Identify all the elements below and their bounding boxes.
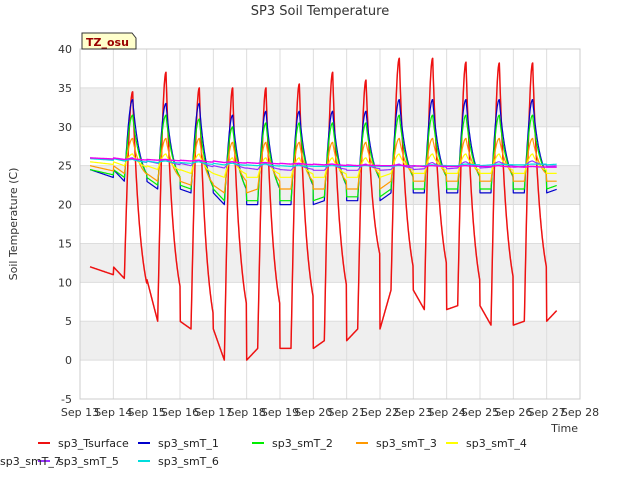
x-tick-label: Sep 19 bbox=[261, 406, 299, 419]
plot-band bbox=[80, 165, 580, 205]
series-line-sp3_smT_2 bbox=[89, 114, 557, 202]
y-tick-label: -5 bbox=[61, 393, 72, 406]
tz-badge-box bbox=[81, 32, 137, 50]
y-tick-label: 40 bbox=[58, 43, 72, 56]
legend-label-sp3_smT_6: sp3_smT_6 bbox=[158, 455, 219, 468]
chart-title: SP3 Soil Temperature bbox=[251, 4, 389, 19]
x-tick-label: Sep 21 bbox=[328, 406, 366, 419]
x-tick-label: Sep 28 bbox=[561, 406, 599, 419]
x-tick-label: Sep 13 bbox=[61, 406, 99, 419]
y-tick-label: 35 bbox=[58, 82, 72, 95]
y-tick-label: 30 bbox=[58, 121, 72, 134]
x-tick-label: Sep 17 bbox=[194, 406, 232, 419]
x-tick-label: Sep 18 bbox=[228, 406, 266, 419]
legend-label-sp3_smT_2: sp3_smT_2 bbox=[272, 437, 333, 450]
y-tick-label: 15 bbox=[58, 237, 72, 250]
y-tick-label: 25 bbox=[58, 160, 72, 173]
y-axis-title: Soil Temperature (C) bbox=[7, 168, 20, 281]
y-axis-ticks: -5 0 5 10 15 20 25 30 35 40 bbox=[58, 43, 72, 406]
series-line-sp3_smT_3 bbox=[89, 137, 557, 194]
tz-badge: TZ_osu bbox=[81, 32, 137, 50]
y-tick-label: 20 bbox=[58, 199, 72, 212]
plot-band bbox=[80, 243, 580, 283]
x-tick-label: Sep 22 bbox=[361, 406, 399, 419]
x-tick-label: Sep 20 bbox=[294, 406, 332, 419]
legend-label-sp3_Tsurface: sp3_Tsurface bbox=[58, 437, 129, 450]
plot-area-frame bbox=[79, 48, 581, 400]
x-axis-title: Time bbox=[550, 422, 578, 435]
x-tick-label: Sep 26 bbox=[494, 406, 532, 419]
series-lines bbox=[89, 57, 558, 361]
legend: sp3_Tsurface sp3_smT_1 sp3_smT_2 sp3_smT_3 s… bbox=[0, 437, 527, 468]
series-line-sp3_smT_6 bbox=[89, 158, 557, 167]
legend-label-sp3_smT_1: sp3_smT_1 bbox=[158, 437, 219, 450]
x-tick-label: Sep 23 bbox=[394, 406, 432, 419]
legend-label-sp3_smT_3: sp3_smT_3 bbox=[376, 437, 437, 450]
legend-label-sp3_smT_7: sp3_smT_7 bbox=[0, 455, 61, 468]
x-tick-label: Sep 14 bbox=[94, 406, 132, 419]
x-tick-label: Sep 25 bbox=[461, 406, 499, 419]
x-tick-label: Sep 27 bbox=[528, 406, 566, 419]
y-tick-label: 0 bbox=[65, 354, 72, 367]
series-line-sp3_smT_7 bbox=[89, 157, 557, 168]
series-line-sp3_smT_4 bbox=[89, 153, 557, 178]
y-tick-label: 5 bbox=[65, 315, 72, 328]
tz-badge-label: TZ_osu bbox=[86, 36, 129, 49]
y-tick-label: 10 bbox=[58, 276, 72, 289]
x-tick-label: Sep 15 bbox=[128, 406, 166, 419]
legend-label-sp3_smT_4: sp3_smT_4 bbox=[466, 437, 527, 450]
x-tick-label: Sep 24 bbox=[428, 406, 466, 419]
legend-label-sp3_smT_5: sp3_smT_5 bbox=[58, 455, 119, 468]
x-tick-label: Sep 16 bbox=[161, 406, 199, 419]
plot-band bbox=[80, 321, 580, 361]
